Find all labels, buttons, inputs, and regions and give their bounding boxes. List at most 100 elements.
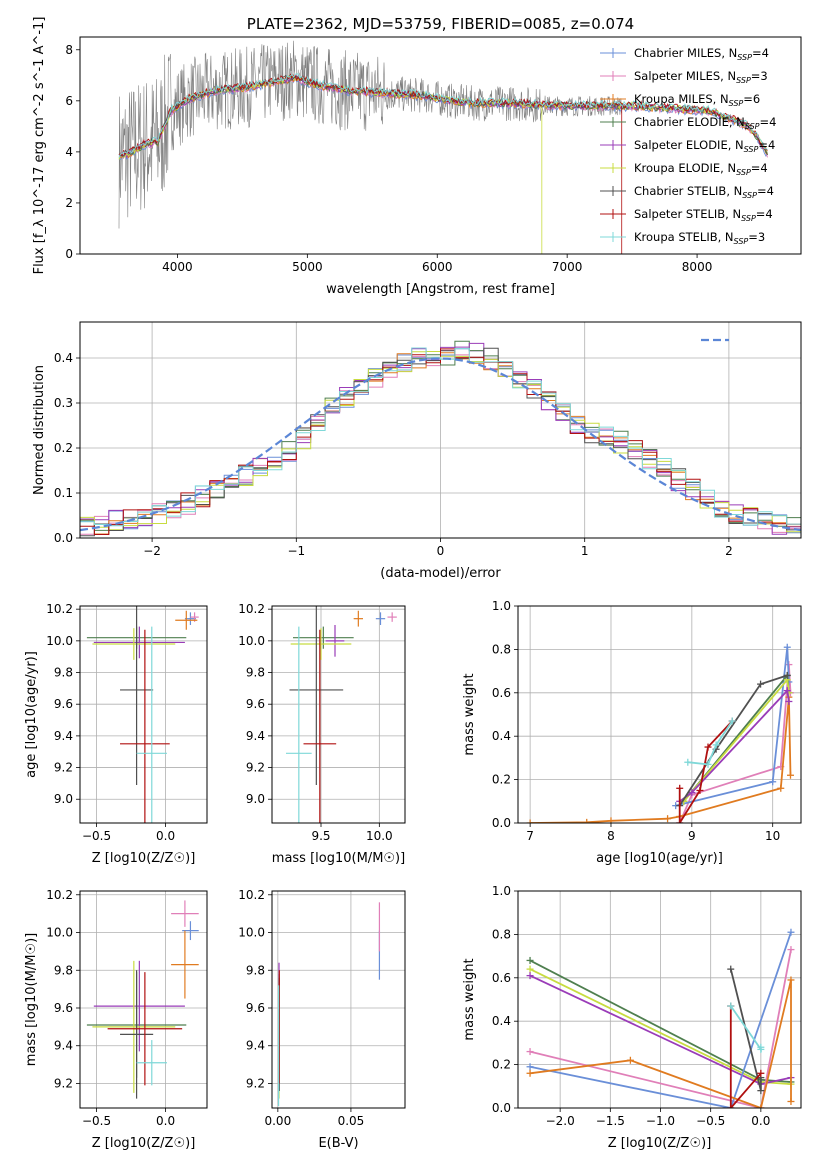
line-chabrier-stelib: [678, 674, 788, 807]
y-tick-label: 10.0: [238, 634, 265, 648]
y-tick-label: 9.2: [54, 1076, 73, 1090]
legend-label: Kroupa STELIB, NSSP=3: [634, 230, 765, 246]
x-tick-label: 0.0: [751, 1114, 770, 1128]
axes-frame: [79, 605, 208, 824]
marker-chabrier-stelib: [757, 680, 765, 688]
legend-label-main: Chabrier ELODIE, N: [634, 115, 745, 129]
y-tick-label: 0.4: [492, 729, 511, 743]
histogram-salpeter-stelib: [80, 348, 801, 535]
y-tick-label: 10.2: [238, 888, 265, 902]
legend-label-suffix: =4: [760, 115, 777, 129]
y-tick-label: 1.0: [492, 599, 511, 613]
x-tick-label: 5000: [292, 260, 323, 274]
legend-label-suffix: =4: [757, 184, 774, 198]
panel-age-vs-mass: 9.5 10.0 9.0 9.2 9.4 9.6 9.8 10.0 10.2 mass [log1…: [238, 602, 406, 866]
y-tick-label: 10.0: [238, 926, 265, 940]
panel-mass-vs-ebv: 0.00 0.05 9.2 9.4 9.6 9.8 10.0 10.2 E(B-V): [238, 888, 406, 1151]
x-tick-label: 10.0: [366, 829, 393, 843]
x-tick-label: 0.05: [338, 1114, 365, 1128]
y-tick-label: 9.8: [246, 666, 265, 680]
legend-label: Kroupa MILES, NSSP=6: [634, 92, 760, 108]
legend-label-sub: SSP: [734, 237, 749, 246]
legend-item: Chabrier MILES, NSSP=4: [600, 46, 769, 62]
x-tick-label: 1: [581, 544, 589, 558]
marker-salpeter-miles: [787, 946, 795, 954]
x-tick-label: −2: [143, 544, 161, 558]
legend-item: Chabrier ELODIE, NSSP=4: [600, 115, 776, 131]
y-tick-label: 9.0: [54, 792, 73, 806]
y-tick-label: 0.0: [492, 816, 511, 830]
legend-label-sub: SSP: [742, 191, 757, 200]
y-tick-label: 9.6: [54, 697, 73, 711]
y-axis-label: mass [log10(M/M☉)]: [24, 933, 39, 1066]
marker-salpeter-stelib: [757, 1069, 765, 1077]
x-tick-label: 9.5: [311, 829, 330, 843]
legend-label: Chabrier ELODIE, NSSP=4: [634, 115, 776, 131]
x-tick-label: 10: [765, 829, 780, 843]
marker-kroupa-miles: [787, 1097, 795, 1105]
panel-residuals: −2 −1 0 1 2 0.0 0.1 0.2 0.3 0.4 (data-model)/error…: [32, 321, 802, 581]
plot-area: [80, 891, 207, 1108]
line-salpeter-stelib: [729, 1006, 762, 1108]
marker-kroupa-stelib: [684, 758, 692, 766]
y-tick-label: 6: [65, 94, 73, 108]
y-axis-label: mass weight: [462, 958, 477, 1040]
y-tick-label: 0.0: [492, 1101, 511, 1115]
y-tick-label: 9.2: [246, 761, 265, 775]
y-tick-label: 9.4: [246, 729, 265, 743]
y-axis-label: Flux [f_λ 10^-17 erg cm^-2 s^-1 A^-1]: [32, 17, 47, 275]
y-tick-label: 9.4: [54, 1039, 73, 1053]
legend-label: Salpeter STELIB, NSSP=4: [634, 207, 773, 223]
marker-kroupa-miles: [583, 818, 591, 823]
panel-spectrum: 4000 5000 6000 7000 8000 0 2 4 6 8 wavelength [Ang…: [32, 15, 802, 297]
marker-chabrier-stelib: [783, 671, 791, 679]
legend-label-sub: SSP: [736, 76, 751, 85]
y-tick-label: 0.4: [54, 351, 73, 365]
legend-label-sub: SSP: [745, 122, 760, 131]
marker-salpeter-elodie: [526, 972, 534, 980]
normal-distribution-curve: [80, 357, 801, 532]
x-axis-label: (data-model)/error: [380, 566, 501, 581]
marker-kroupa-miles: [777, 784, 785, 792]
y-tick-label: 10.2: [238, 602, 265, 616]
marker-chabrier-miles: [526, 1063, 534, 1071]
marker-salpeter-stelib: [676, 819, 684, 823]
legend-label-suffix: =4: [756, 207, 773, 221]
chart-title: PLATE=2362, MJD=53759, FIBERID=0085, z=0…: [247, 15, 634, 33]
axes-frame: [79, 36, 802, 255]
legend-label-sub: SSP: [736, 168, 751, 177]
y-tick-label: 0.3: [54, 396, 73, 410]
histogram-kroupa-stelib: [80, 347, 801, 527]
y-tick-label: 9.2: [246, 1076, 265, 1090]
y-tick-label: 9.8: [54, 666, 73, 680]
x-tick-label: −2.0: [546, 1114, 575, 1128]
marker-salpeter-elodie: [688, 789, 696, 797]
legend-label: Chabrier MILES, NSSP=4: [634, 46, 769, 62]
panel-weight-vs-age: 7 8 9 10 0.0 0.2 0.4 0.6 0.8 1.0 age [log10(age/yr…: [462, 599, 802, 866]
line-salpeter-miles: [678, 664, 792, 823]
marker-kroupa-miles: [526, 819, 534, 823]
x-axis-label: E(B-V): [318, 1136, 358, 1151]
marker-kroupa-stelib: [728, 717, 736, 725]
x-tick-label: 4000: [162, 260, 193, 274]
plot-area: [272, 606, 405, 823]
data-spectrum-line: [118, 40, 622, 229]
x-axis-label: Z [log10(Z/Z☉)]: [92, 851, 196, 866]
marker-kroupa-stelib: [704, 760, 712, 768]
x-axis-label: mass [log10(M/M☉)]: [272, 851, 405, 866]
y-tick-label: 2: [65, 196, 73, 210]
legend-label-main: Salpeter STELIB, N: [634, 207, 741, 221]
legend-label-main: Chabrier MILES, N: [634, 46, 737, 60]
marker-kroupa-stelib: [727, 1002, 735, 1010]
marker-kroupa-miles: [607, 817, 615, 823]
legend-label-sub: SSP: [737, 53, 752, 62]
legend-item: Salpeter STELIB, NSSP=4: [600, 207, 773, 223]
x-axis-label: Z [log10(Z/Z☉)]: [608, 1136, 712, 1151]
legend-label-main: Kroupa MILES, N: [634, 92, 729, 106]
line-kroupa-miles: [530, 697, 792, 823]
marker-kroupa-miles: [664, 815, 672, 823]
y-tick-label: 9.6: [54, 1001, 73, 1015]
axes-frame: [271, 890, 406, 1109]
y-tick-label: 10.0: [46, 926, 73, 940]
